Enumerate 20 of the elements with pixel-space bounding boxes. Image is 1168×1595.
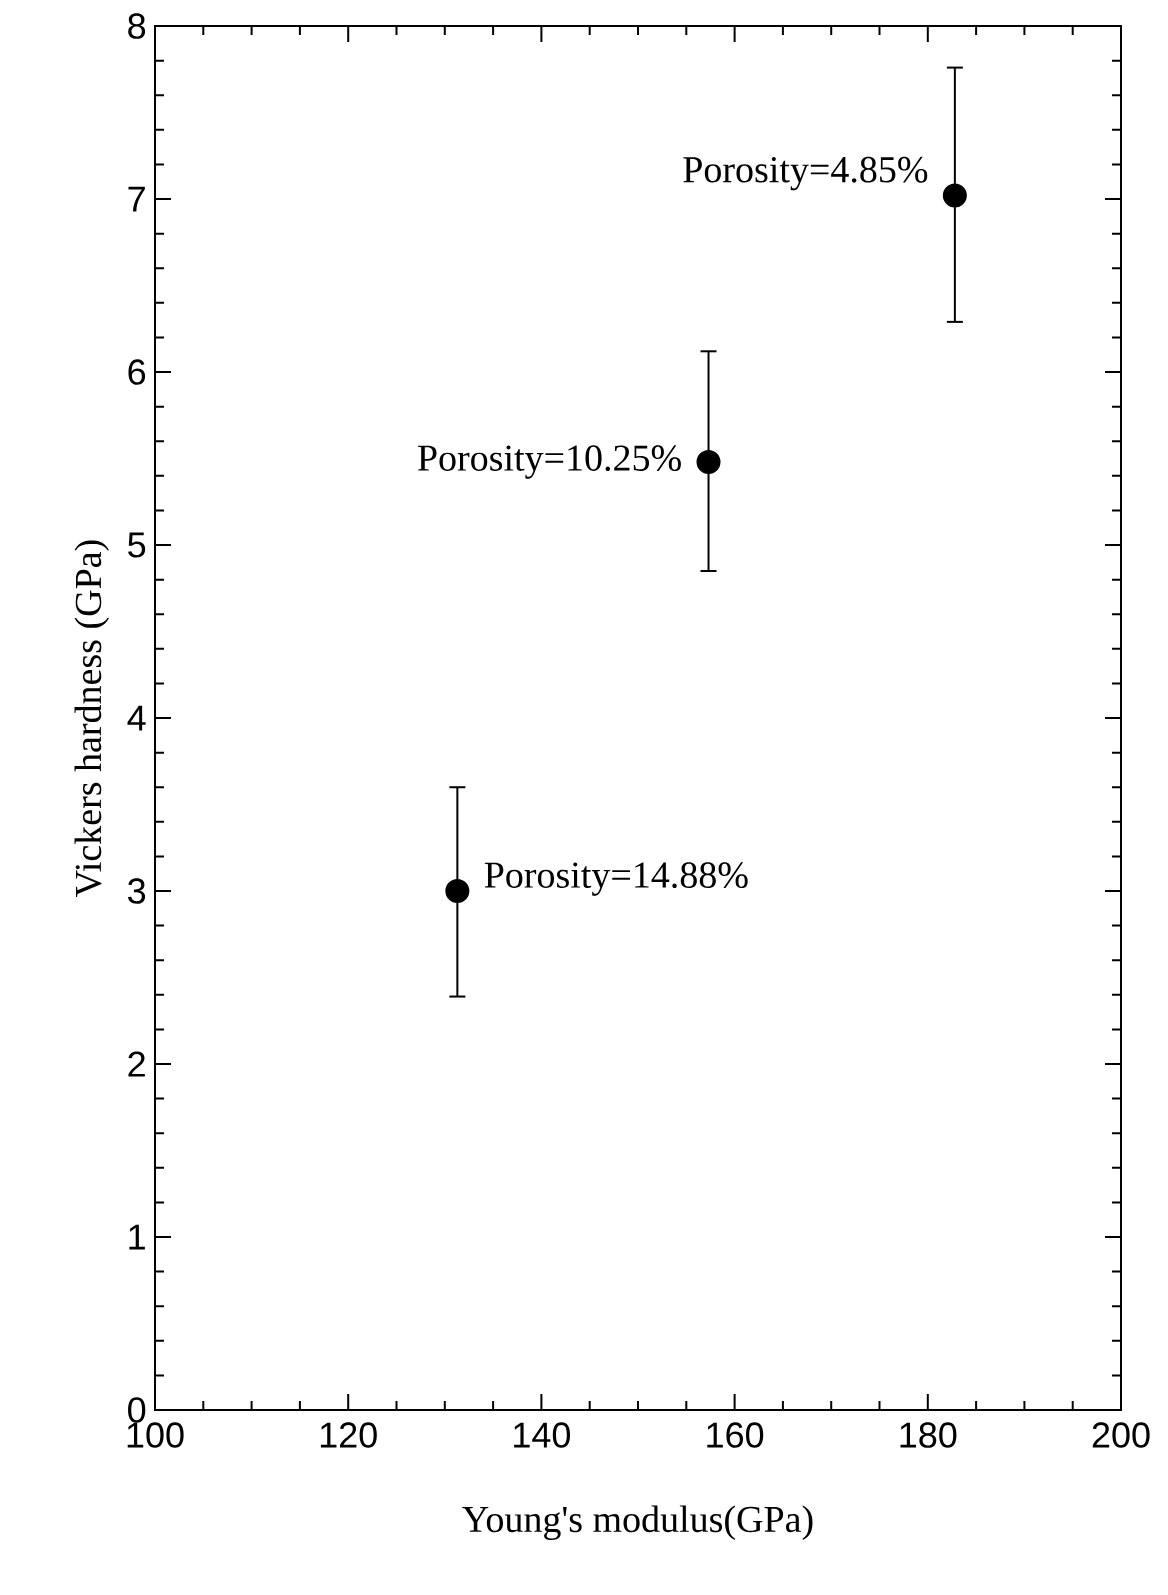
y-tick-label: 1 <box>129 1224 145 1250</box>
y-tick-label: 2 <box>128 1051 145 1077</box>
annotation: Porosity=4.85% <box>683 156 928 191</box>
x-tick-label: 120 <box>320 1422 377 1448</box>
x-axis-title: Young's modulus(GPa) <box>462 1505 813 1541</box>
annotation: Porosity=14.88% <box>484 862 748 896</box>
y-tick-label: 6 <box>128 359 146 385</box>
y-tick-label: 0 <box>128 1397 146 1423</box>
x-tick-label: 100 <box>127 1422 184 1448</box>
y-tick-label: 5 <box>128 532 146 558</box>
x-tick-label: 200 <box>1092 1422 1150 1448</box>
annotation: Porosity=10.25% <box>418 445 681 479</box>
y-tick-label: 3 <box>128 878 146 904</box>
x-tick-label: 180 <box>900 1422 957 1448</box>
y-axis-title: Vickers hardness (GPa) <box>74 540 109 897</box>
y-tick-label: 4 <box>127 705 146 731</box>
y-tick-label: 7 <box>128 186 145 212</box>
y-tick-label: 8 <box>128 13 146 39</box>
x-tick-label: 160 <box>707 1422 764 1448</box>
x-tick-label: 140 <box>514 1422 571 1448</box>
